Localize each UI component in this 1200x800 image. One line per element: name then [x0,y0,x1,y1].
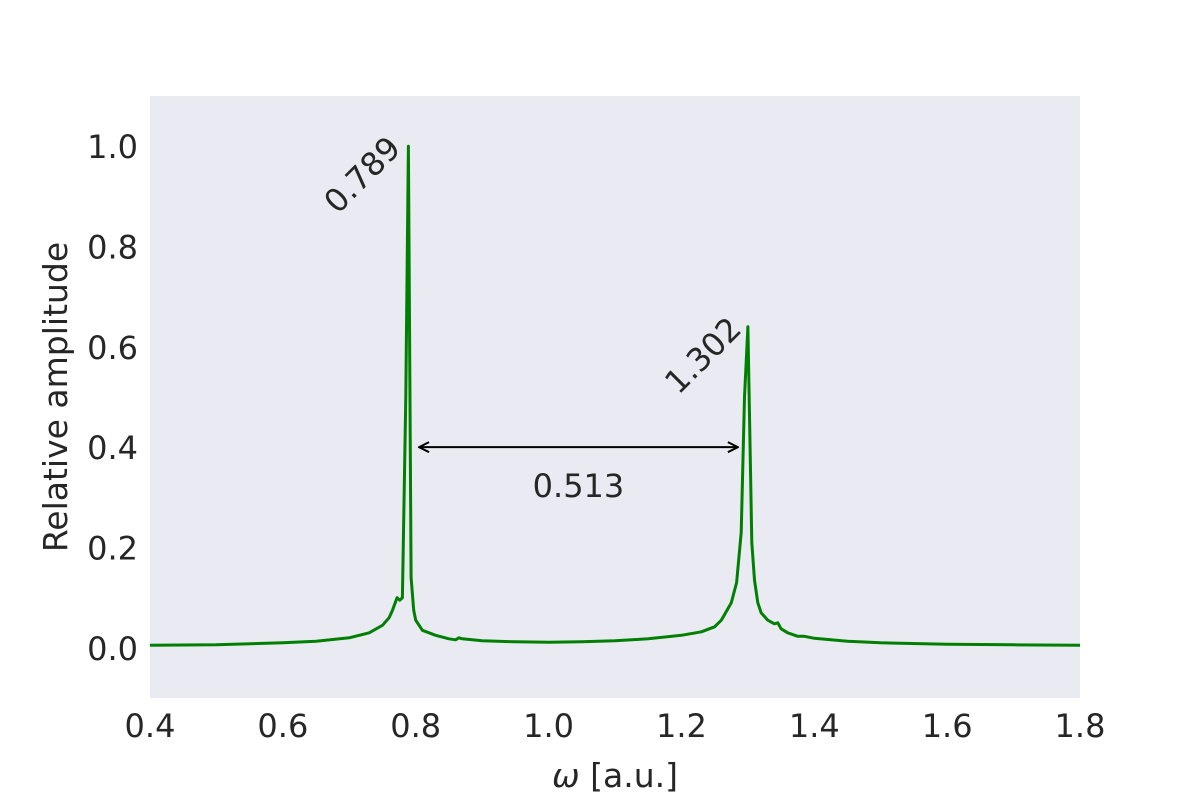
x-axis-unit: [a.u.] [580,756,678,795]
y-axis-label: Relative amplitude [36,242,75,552]
series-line-1 [149,144,1081,647]
x-tick-label: 0.8 [390,707,441,745]
plot-area [150,96,1080,698]
y-tick-label: 0.6 [87,329,138,367]
x-tick-labels: 0.4 0.6 0.8 1.0 1.2 1.4 1.6 1.8 [125,707,1106,745]
x-axis-symbol: ω [552,756,580,795]
y-tick-label: 1.0 [87,128,138,166]
x-tick-label: 1.6 [922,707,973,745]
x-tick-label: 1.2 [656,707,707,745]
x-axis-label: ω [a.u.] [552,756,678,795]
gap-label: 0.513 [533,467,625,505]
x-tick-label: 1.4 [789,707,840,745]
y-tick-label: 0.2 [87,530,138,568]
series-layer [149,144,1081,647]
x-tick-label: 0.4 [125,707,176,745]
x-tick-label: 1.0 [523,707,574,745]
y-tick-label: 0.8 [87,229,138,267]
x-tick-label: 0.6 [257,707,308,745]
x-tick-label: 1.8 [1055,707,1106,745]
y-tick-labels: 0.0 0.2 0.4 0.6 0.8 1.0 [87,128,138,668]
y-tick-label: 0.4 [87,429,138,467]
y-tick-label: 0.0 [87,630,138,668]
